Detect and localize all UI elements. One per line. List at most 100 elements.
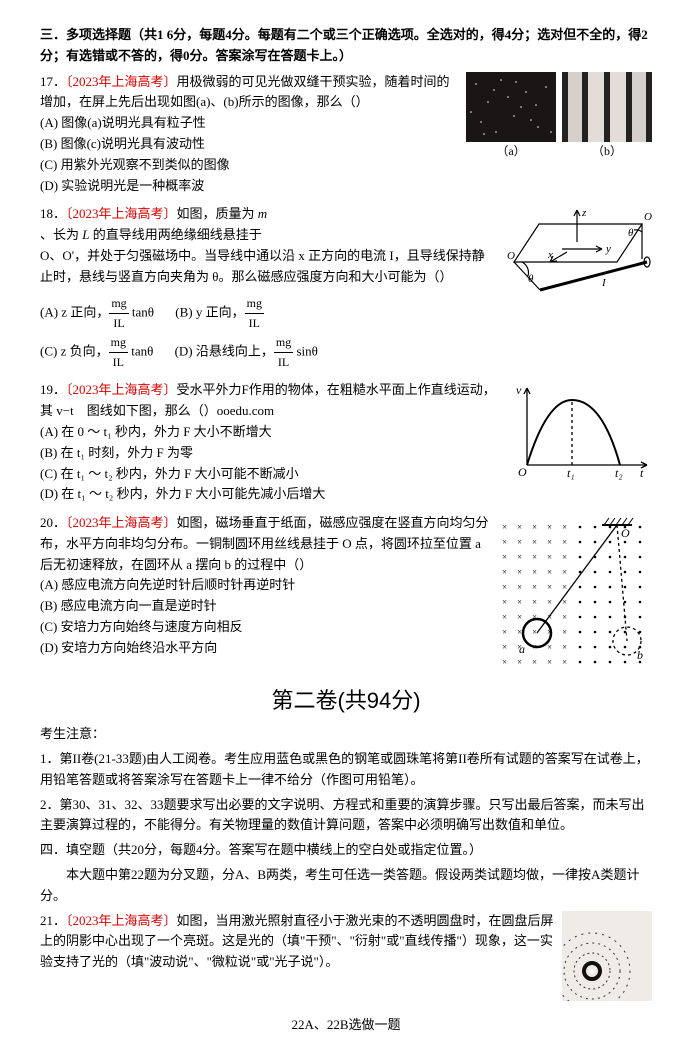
- fill-note: 本大题中第22题为分叉题，分A、B两类，考生可任选一类答题。假设两类试题均做，一…: [40, 865, 652, 907]
- svg-text:×: ×: [532, 657, 537, 667]
- svg-text:×: ×: [547, 552, 552, 562]
- q20-fig-svg: ××××××××××××××××××××××××××××××××××××××××…: [497, 513, 652, 673]
- svg-text:×: ×: [532, 522, 537, 532]
- svg-text:×: ×: [502, 612, 507, 622]
- q20-tag: 〔2023年上海高考〕: [66, 515, 177, 530]
- q19-v-label: v: [516, 383, 522, 397]
- q17-fig-b: （b）: [562, 72, 652, 161]
- svg-text:×: ×: [502, 522, 507, 532]
- svg-text:×: ×: [517, 612, 522, 622]
- q19-fig-svg: v O t₁ t₂ t: [512, 380, 652, 480]
- q20-num: 20．: [40, 515, 66, 530]
- q18-fig-svg: O O' z y x θ θ I: [502, 204, 652, 299]
- svg-text:×: ×: [532, 627, 537, 637]
- frac-num: mg: [245, 294, 264, 314]
- q20-figure: ××××××××××××××××××××××××××××××××××××××××…: [497, 513, 652, 673]
- svg-text:×: ×: [517, 582, 522, 592]
- svg-text:×: ×: [547, 537, 552, 547]
- q19-figure: v O t₁ t₂ t: [512, 380, 652, 480]
- svg-text:×: ×: [532, 552, 537, 562]
- svg-text:O': O': [644, 211, 652, 223]
- svg-text:×: ×: [532, 537, 537, 547]
- frac-num: mg: [109, 294, 128, 314]
- q17-opt-d: (D) 实验说明光是一种概率波: [40, 176, 652, 197]
- svg-text:×: ×: [562, 537, 567, 547]
- svg-text:×: ×: [502, 582, 507, 592]
- svg-text:O: O: [621, 526, 630, 540]
- q21-figure: [562, 911, 652, 1001]
- q18-opt-c: (C) z 负向，mgIL tanθ: [40, 333, 153, 372]
- q17-label-a: （a）: [496, 142, 525, 161]
- frac-den: IL: [274, 353, 293, 372]
- q19-tag: 〔2023年上海高考〕: [66, 382, 177, 397]
- q18-stem4: O、O'，并处于匀强磁场中。当导线中通以沿 x 正方向的电流 I，且导线保持静止…: [40, 248, 485, 284]
- svg-text:×: ×: [532, 582, 537, 592]
- q18-stem3: 的直导线用两绝缘细线悬挂于: [93, 227, 262, 242]
- frac-den: IL: [109, 314, 128, 333]
- svg-text:θ: θ: [628, 227, 634, 239]
- notice-2: 2．第30、31、32、33题要求写出必要的文字说明、方程式和重要的演算步骤。只…: [40, 795, 652, 837]
- svg-text:×: ×: [517, 537, 522, 547]
- frac-num: mg: [274, 333, 293, 353]
- q19: v O t₁ t₂ t 19．〔2023年上海高考〕受水平外力F作用的物体，在粗…: [40, 380, 652, 505]
- q18-a-post: tanθ: [129, 304, 154, 319]
- svg-text:×: ×: [517, 522, 522, 532]
- q21: 21．〔2023年上海高考〕如图，当用激光照射直径小于激光束的不透明圆盘时，在圆…: [40, 911, 652, 973]
- q20: ××××××××××××××××××××××××××××××××××××××××…: [40, 513, 652, 659]
- q19-t2-label: t₂: [615, 466, 623, 480]
- svg-text:×: ×: [517, 597, 522, 607]
- q18-opt-d: (D) 沿悬线向上，mgIL sinθ: [175, 333, 318, 372]
- svg-text:×: ×: [502, 552, 507, 562]
- svg-text:×: ×: [547, 522, 552, 532]
- q18-num: 18．: [40, 206, 66, 221]
- section3-head: 三．多项选择题（共1 6分，每题4分。每题有二个或三个正确选项。全选对的，得4分…: [40, 25, 652, 67]
- svg-text:×: ×: [562, 642, 567, 652]
- svg-text:×: ×: [547, 597, 552, 607]
- svg-text:×: ×: [517, 567, 522, 577]
- svg-text:z: z: [581, 207, 587, 219]
- frac-den: IL: [245, 314, 264, 333]
- footer-note: 22A、22B选做一题: [40, 1015, 652, 1036]
- svg-text:x: x: [547, 249, 553, 261]
- q18-opt-b: (B) y 正向，mgIL: [175, 294, 264, 333]
- svg-text:×: ×: [562, 567, 567, 577]
- frac-num: mg: [109, 333, 128, 353]
- svg-text:×: ×: [502, 567, 507, 577]
- q18-c-pre: (C) z 负向，: [40, 344, 109, 359]
- q18-opt-a: (A) z 正向，mgIL tanθ: [40, 294, 154, 333]
- q18-stem1: 如图，质量为: [177, 206, 255, 221]
- svg-text:b: b: [637, 648, 643, 662]
- svg-text:×: ×: [562, 522, 567, 532]
- notice-1: 1．第II卷(21-33题)由人工阅卷。考生应用蓝色或黑色的钢笔或圆珠笔将第II…: [40, 749, 652, 791]
- svg-text:×: ×: [517, 552, 522, 562]
- frac-den: IL: [109, 353, 128, 372]
- svg-text:I: I: [601, 277, 607, 289]
- q21-tag: 〔2023年上海高考〕: [66, 913, 177, 928]
- svg-text:×: ×: [502, 537, 507, 547]
- svg-text:θ: θ: [528, 273, 534, 285]
- svg-text:y: y: [605, 243, 611, 255]
- q17-label-b: （b）: [592, 142, 622, 161]
- svg-text:a: a: [519, 642, 525, 656]
- q18-d-pre: (D) 沿悬线向上，: [175, 344, 274, 359]
- svg-text:×: ×: [562, 627, 567, 637]
- q18-stem2: 、长为: [40, 227, 79, 242]
- q17-figures: （a） （b）: [466, 72, 652, 161]
- q17-fig-a: （a）: [466, 72, 556, 161]
- svg-text:×: ×: [532, 567, 537, 577]
- svg-text:×: ×: [502, 627, 507, 637]
- svg-text:×: ×: [547, 567, 552, 577]
- svg-text:×: ×: [562, 612, 567, 622]
- q18-tag: 〔2023年上海高考〕: [66, 206, 177, 221]
- q18-m: m: [258, 206, 267, 221]
- q18-c-post: tanθ: [128, 344, 153, 359]
- svg-text:×: ×: [502, 657, 507, 667]
- q18: OO' zyx θθ I 18．〔2023年上海高考〕如图，质量为 m 、长为 …: [40, 204, 652, 372]
- q17: （a） （b） 17．〔2023年上海高考〕用极微弱的可见光做双缝干预实验，随着…: [40, 72, 652, 197]
- q17-num: 17．: [40, 74, 66, 89]
- notice-head: 考生注意：: [40, 724, 652, 745]
- fill-head: 四．填空题（共20分，每题4分。答案写在题中横线上的空白处或指定位置。）: [40, 840, 652, 861]
- svg-text:×: ×: [517, 657, 522, 667]
- q21-fig-svg: [562, 911, 652, 1001]
- svg-text:O: O: [507, 250, 515, 262]
